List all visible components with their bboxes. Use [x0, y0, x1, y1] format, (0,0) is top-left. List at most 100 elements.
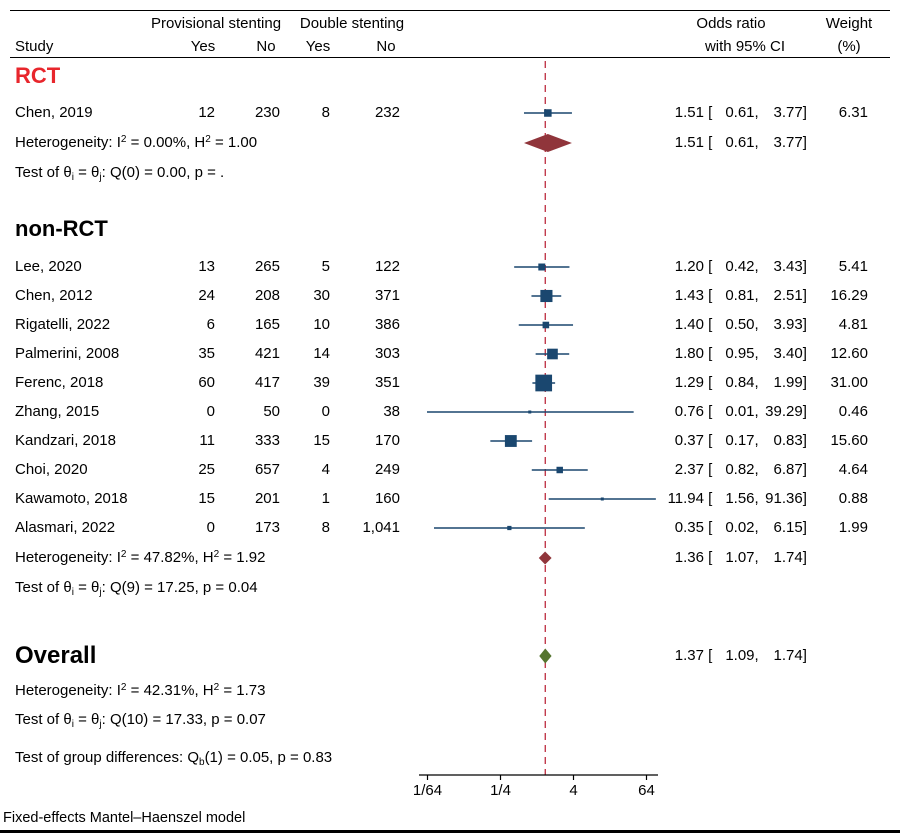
double-yes-count: 8 — [321, 104, 330, 121]
effect-square — [535, 374, 553, 392]
col-header-double-no: No — [376, 38, 396, 55]
double-yes-count: 4 — [321, 461, 330, 478]
study-weight: 4.64 — [838, 461, 868, 478]
study-weight: 16.29 — [830, 287, 868, 304]
subgroup-summary-diamond — [523, 134, 572, 152]
double-yes-count: 0 — [321, 403, 330, 420]
heterogeneity-text: Heterogeneity: I2 = 47.82%, H2 = 1.92 — [15, 549, 266, 566]
effect-square — [538, 263, 546, 271]
provisional-no-count: 657 — [254, 461, 280, 478]
double-no-count: 160 — [374, 490, 400, 507]
study-effect-estimate: 1.20 [ 0.42, 3.43] — [674, 258, 807, 275]
provisional-yes-count: 0 — [206, 403, 215, 420]
effect-square — [504, 435, 517, 447]
double-yes-count: 39 — [313, 374, 330, 391]
study-label: Kandzari, 2018 — [15, 432, 116, 449]
study-label: Ferenc, 2018 — [15, 374, 104, 391]
study-effect-estimate: 1.43 [ 0.81, 2.51] — [674, 287, 807, 304]
double-no-count: 386 — [374, 316, 400, 333]
col-header-provisional-stenting: Provisional stenting — [150, 15, 282, 32]
homogeneity-test-text: Test of θi = θj: Q(9) = 17.25, p = 0.04 — [15, 579, 258, 598]
effect-square — [542, 321, 550, 329]
double-no-count: 38 — [383, 403, 400, 420]
provisional-no-count: 201 — [254, 490, 280, 507]
overall-heterogeneity-text: Heterogeneity: I2 = 42.31%, H2 = 1.73 — [15, 682, 266, 699]
study-weight: 0.88 — [838, 490, 868, 507]
study-label: Kawamoto, 2018 — [15, 490, 128, 507]
study-label: Chen, 2019 — [15, 104, 93, 121]
provisional-no-count: 50 — [263, 403, 280, 420]
group-heading: RCT — [15, 63, 61, 88]
x-axis-tick-label: 64 — [638, 782, 655, 799]
col-header-weight-pct: (%) — [837, 38, 861, 55]
study-label: Choi, 2020 — [15, 461, 88, 478]
provisional-no-count: 265 — [254, 258, 280, 275]
x-axis-tick-label: 1/4 — [490, 782, 511, 799]
double-no-count: 232 — [374, 104, 400, 121]
study-weight: 6.31 — [838, 104, 868, 121]
double-no-count: 170 — [374, 432, 400, 449]
study-effect-estimate: 0.35 [ 0.02, 6.15] — [674, 519, 807, 536]
overall-heading: Overall — [15, 642, 97, 669]
col-header-double-yes: Yes — [305, 38, 331, 55]
provisional-no-count: 230 — [254, 104, 280, 121]
provisional-yes-count: 0 — [206, 519, 215, 536]
x-axis-tick-label: 1/64 — [412, 782, 443, 799]
provisional-yes-count: 25 — [198, 461, 215, 478]
bottom-edge — [0, 830, 900, 833]
study-label: Lee, 2020 — [15, 258, 82, 275]
study-weight: 1.99 — [838, 519, 868, 536]
double-yes-count: 5 — [321, 258, 330, 275]
study-weight: 12.60 — [830, 345, 868, 362]
study-label: Chen, 2012 — [15, 287, 93, 304]
effect-square — [600, 497, 604, 501]
study-label: Rigatelli, 2022 — [15, 316, 111, 333]
double-no-count: 122 — [374, 258, 400, 275]
col-header-double-stenting: Double stenting — [299, 15, 405, 32]
header-rule — [10, 57, 890, 58]
group-heading: non-RCT — [15, 216, 108, 241]
provisional-no-count: 417 — [254, 374, 280, 391]
col-header-provisional-yes: Yes — [190, 38, 216, 55]
study-label: Palmerini, 2008 — [15, 345, 120, 362]
double-yes-count: 15 — [313, 432, 330, 449]
x-axis-tick-label: 4 — [569, 782, 578, 799]
study-effect-estimate: 1.40 [ 0.50, 3.93] — [674, 316, 807, 333]
study-label: Alasmari, 2022 — [15, 519, 116, 536]
study-weight: 31.00 — [830, 374, 868, 391]
provisional-yes-count: 6 — [206, 316, 215, 333]
homogeneity-test-text: Test of θi = θj: Q(0) = 0.00, p = . — [15, 164, 225, 183]
overall-summary-diamond — [539, 648, 552, 664]
double-yes-count: 1 — [321, 490, 330, 507]
study-effect-estimate: 11.94 [ 1.56, 91.36] — [667, 490, 807, 507]
provisional-yes-count: 15 — [198, 490, 215, 507]
study-effect-estimate: 0.37 [ 0.17, 0.83] — [674, 432, 807, 449]
effect-square — [547, 348, 558, 360]
double-yes-count: 10 — [313, 316, 330, 333]
effect-square — [556, 466, 563, 474]
provisional-no-count: 165 — [254, 316, 280, 333]
provisional-no-count: 333 — [254, 432, 280, 449]
col-header-ci: with 95% CI — [704, 38, 786, 55]
overall-summary-estimate: 1.37 [ 1.09, 1.74] — [674, 647, 807, 664]
study-weight: 15.60 — [830, 432, 868, 449]
subgroup-summary-diamond — [538, 551, 552, 565]
col-header-study: Study — [15, 38, 54, 55]
study-effect-estimate: 1.80 [ 0.95, 3.40] — [674, 345, 807, 362]
provisional-no-count: 173 — [254, 519, 280, 536]
provisional-yes-count: 13 — [198, 258, 215, 275]
double-no-count: 1,041 — [362, 519, 400, 536]
double-yes-count: 14 — [313, 345, 330, 362]
double-yes-count: 30 — [313, 287, 330, 304]
double-yes-count: 8 — [321, 519, 330, 536]
provisional-no-count: 208 — [254, 287, 280, 304]
col-header-provisional-no: No — [256, 38, 276, 55]
study-effect-estimate: 1.51 [ 0.61, 3.77] — [674, 104, 807, 121]
study-effect-estimate: 1.29 [ 0.84, 1.99] — [674, 374, 807, 391]
study-effect-estimate: 0.76 [ 0.01, 39.29] — [674, 403, 807, 420]
study-weight: 4.81 — [838, 316, 868, 333]
provisional-no-count: 421 — [254, 345, 280, 362]
double-no-count: 303 — [374, 345, 400, 362]
